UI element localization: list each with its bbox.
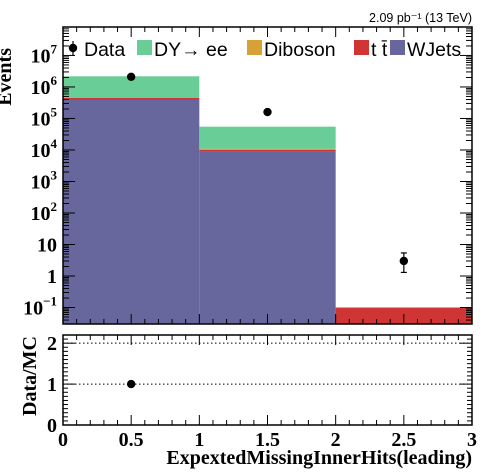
bar-diboson-bin-1	[199, 148, 336, 150]
stacked-histogram	[63, 76, 472, 324]
legend-label-dy: DY→ ee	[154, 39, 228, 61]
main-y-axis-title: Events	[0, 48, 16, 106]
ratio-frame	[62, 334, 473, 426]
x-tick-label: 0.5	[119, 429, 144, 451]
ratio-y-axis-title: Data/MC	[19, 336, 41, 416]
ratio-y-tick-label: 1	[47, 374, 57, 396]
legend-swatch-dy	[137, 40, 152, 55]
ratio-y-tick-label: 2	[47, 333, 57, 355]
main-y-axis: 10−1 1 10 102 103 104 105 106 107	[23, 26, 472, 325]
legend-swatch-diboson	[247, 40, 262, 55]
main-panel: 10−1 1 10 102 103 104 105 106 107	[23, 26, 473, 325]
x-tick-label: 1.5	[255, 429, 280, 451]
y-tick-label: 1	[47, 266, 57, 288]
bar-ttbar-bin-1	[199, 149, 336, 152]
x-tick-label: 2	[331, 429, 341, 451]
y-tick-label: 10	[37, 235, 57, 257]
bar-wjets-bin-1	[199, 151, 336, 324]
legend-label-ttbar: t t̄	[371, 39, 388, 61]
legend: Data DY→ ee Diboson t t̄ WJets	[68, 39, 461, 61]
y-tick-label: 107	[31, 41, 58, 67]
ratio-points	[126, 379, 136, 389]
y-tick-label: 105	[31, 104, 58, 130]
x-tick-label: 2.5	[391, 429, 416, 451]
x-tick-label: 3	[467, 429, 477, 451]
main-x-ticks	[62, 27, 473, 324]
x-tick-label: 0	[58, 429, 68, 451]
ratio-reference-lines	[63, 342, 472, 385]
bar-wjets-bin-0	[63, 99, 200, 324]
ratio-y-tick-label: 0	[47, 415, 57, 437]
y-tick-label: 106	[31, 73, 58, 99]
ratio-x-axis: 0 0.5 1 1.5 2 2.5 3	[58, 335, 477, 451]
data-point-1	[263, 107, 272, 117]
data-point-2	[399, 256, 409, 266]
luminosity-label: 2.09 pb⁻¹ (13 TeV)	[369, 11, 472, 25]
bar-diboson-bin-0	[63, 97, 200, 98]
bar-ttbar-bin-0	[63, 97, 200, 100]
x-axis-title: ExpextedMissingInnerHits(leading)	[166, 447, 472, 469]
legend-swatch-wjets	[390, 40, 405, 55]
bar-dy-bin-0	[63, 76, 200, 98]
x-tick-label: 1	[194, 429, 204, 451]
legend-label-wjets: WJets	[407, 39, 461, 61]
y-tick-label: 103	[31, 167, 58, 193]
legend-label-data: Data	[84, 39, 125, 61]
ratio-panel: 0 1 2 0 0.5 1 1.5 2 2.5 3	[47, 333, 477, 451]
data-points	[126, 72, 409, 274]
legend-swatch-ttbar	[354, 40, 369, 55]
ratio-y-axis: 0 1 2	[47, 333, 472, 437]
y-tick-label: 10−1	[23, 294, 57, 320]
y-tick-label: 102	[31, 199, 58, 225]
bar-dy-bin-1	[199, 126, 336, 149]
ratio-point-0	[126, 379, 136, 389]
legend-label-diboson: Diboson	[264, 39, 336, 61]
y-tick-label: 104	[31, 136, 58, 162]
data-point-0	[126, 72, 136, 82]
